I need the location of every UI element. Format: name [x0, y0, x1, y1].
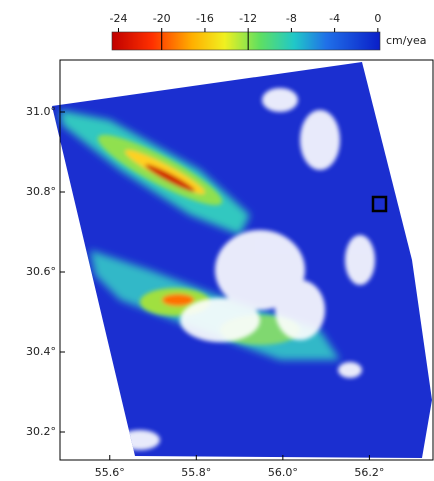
- colorbar-unit: cm/yea: [386, 34, 427, 47]
- map-area: [52, 60, 433, 460]
- y-tick-label: 30.2°: [26, 425, 56, 438]
- colorbar: [112, 32, 380, 50]
- colorbar-tick-label: -12: [239, 12, 257, 25]
- colorbar-tick-label: -16: [196, 12, 214, 25]
- colorbar-tick-label: -4: [329, 12, 340, 25]
- x-tick-label: 55.8°: [181, 466, 211, 479]
- colorbar-tick-label: -8: [286, 12, 297, 25]
- y-tick-label: 30.6°: [26, 265, 56, 278]
- y-tick-label: 31.0°: [26, 105, 56, 118]
- x-tick-label: 55.6°: [95, 466, 125, 479]
- y-tick-label: 30.8°: [26, 185, 56, 198]
- map-figure: cm/yea -24 -20 -16 -12 -8 -4 0 55.6° 55.8° 56.0° 5…: [0, 0, 434, 481]
- colorbar-tick-label: -20: [153, 12, 171, 25]
- colorbar-tick-label: -24: [109, 12, 127, 25]
- colorbar-tick-label: 0: [374, 12, 381, 25]
- y-tick-label: 30.4°: [26, 345, 56, 358]
- x-tick-label: 56.0°: [268, 466, 298, 479]
- x-tick-label: 56.2°: [354, 466, 384, 479]
